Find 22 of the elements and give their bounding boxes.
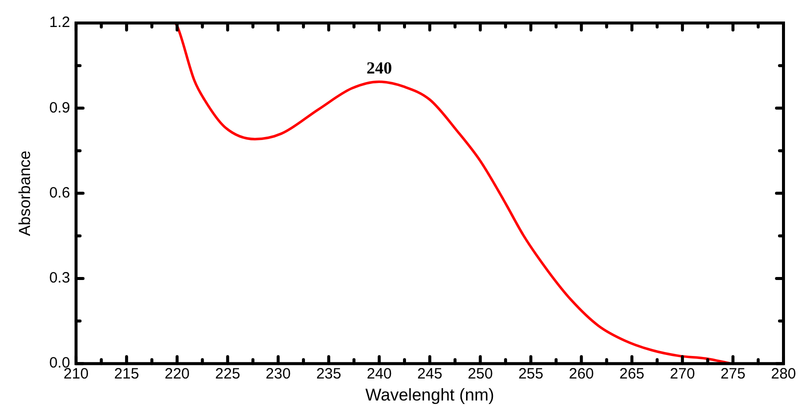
x-tick-label: 225 xyxy=(215,366,240,383)
x-tick-label: 275 xyxy=(720,366,746,383)
x-tick-label: 260 xyxy=(568,366,594,383)
x-axis-title: Wavelenght (nm) xyxy=(365,385,494,404)
y-axis-title: Absorbance xyxy=(17,150,34,236)
x-tick-label: 270 xyxy=(670,366,695,383)
x-tick-label: 230 xyxy=(266,366,291,383)
y-tick-label: 0.6 xyxy=(49,184,70,202)
x-tick-label: 240 xyxy=(366,366,392,383)
x-tick-label: 255 xyxy=(518,366,544,383)
y-tick-label: 0.9 xyxy=(49,99,70,116)
x-tick-label: 265 xyxy=(619,366,644,383)
annotation: 240 xyxy=(366,58,392,78)
line-series xyxy=(174,23,732,364)
x-tick-label: 215 xyxy=(114,366,140,383)
x-tick-label: 280 xyxy=(770,366,796,383)
x-tick-label: 250 xyxy=(468,366,493,383)
x-tick-label: 245 xyxy=(417,366,442,383)
x-tick-label: 235 xyxy=(316,366,342,383)
y-tick-label: 0.3 xyxy=(49,270,70,287)
x-tick-label: 220 xyxy=(164,366,190,383)
y-tick-label: 1.2 xyxy=(49,14,70,32)
